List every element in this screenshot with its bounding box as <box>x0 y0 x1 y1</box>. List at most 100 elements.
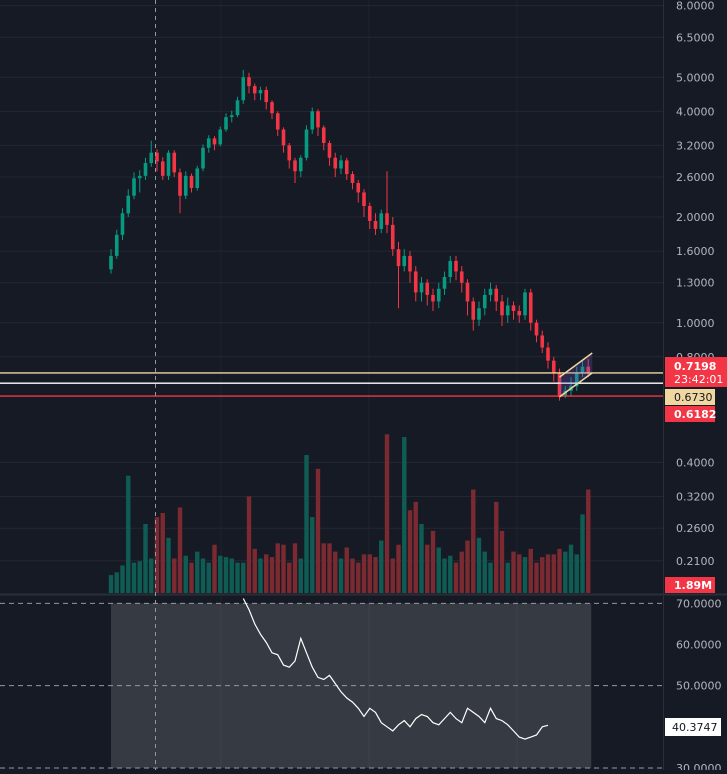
candle-body <box>229 115 234 118</box>
volume-bar <box>143 524 148 593</box>
candle-body <box>413 271 418 293</box>
volume-bar <box>160 512 165 593</box>
candle-body <box>247 77 251 87</box>
volume-bar <box>419 524 424 593</box>
volume-bar <box>154 517 160 593</box>
volume-bar <box>586 489 591 593</box>
volume-bar <box>574 554 579 593</box>
current-price-label: 0.7198 <box>674 360 716 373</box>
volume-bar <box>321 543 326 593</box>
countdown-label: 23:42:01 <box>674 373 723 386</box>
volume-bar <box>471 489 476 593</box>
volume-bar <box>442 558 447 593</box>
volume-bar <box>367 554 372 593</box>
volume-bar <box>114 572 119 593</box>
candle-body <box>109 255 113 270</box>
volume-bar <box>108 575 114 593</box>
candle-body <box>149 152 154 164</box>
volume-bar <box>505 562 510 593</box>
candle-body <box>321 127 326 143</box>
candle-body <box>465 282 470 302</box>
candle-body <box>160 161 165 176</box>
volume-bar <box>482 551 487 593</box>
candle-body <box>505 305 510 316</box>
candle-body <box>316 111 320 128</box>
price-tick-label: 0.3200 <box>676 491 715 504</box>
support-price-badge <box>665 406 715 422</box>
volume-bar <box>499 530 505 593</box>
candle-body <box>494 288 499 302</box>
candle-body <box>126 195 131 214</box>
volume-bar <box>476 537 482 593</box>
volume-bar <box>269 557 275 593</box>
volume-bar <box>258 558 263 593</box>
volume-bar <box>338 558 344 593</box>
price-grid <box>0 5 663 562</box>
candle-body <box>586 366 591 373</box>
candle-body <box>344 160 349 175</box>
price-tick-label: 1.6000 <box>676 245 715 258</box>
candle-body <box>137 175 142 179</box>
rsi-tick-label: 50.0000 <box>676 680 722 693</box>
candle-body <box>339 160 343 169</box>
volume-bar <box>212 544 217 593</box>
candle-body <box>528 292 533 323</box>
rsi-line <box>242 598 549 740</box>
volume-bar <box>568 544 574 593</box>
candle-body <box>408 255 412 272</box>
volume-bar <box>137 561 142 593</box>
volume-bar <box>580 514 585 593</box>
price-tick-label: 1.3000 <box>676 277 715 290</box>
candle-body <box>454 260 458 272</box>
volume-bar <box>344 547 349 593</box>
volume-bar <box>396 544 401 593</box>
volume-bar <box>413 501 418 593</box>
candle-body <box>534 322 539 336</box>
price-tick-label: 4.0000 <box>676 105 715 118</box>
candle-body <box>540 335 545 348</box>
candle-body <box>431 294 435 302</box>
price-tick-label: 0.4000 <box>676 457 715 470</box>
channel-upper-line[interactable] <box>559 352 593 378</box>
volume-bar <box>264 554 269 593</box>
price-tick-label: 2.6000 <box>676 171 715 184</box>
candle-body <box>298 157 303 172</box>
rsi-tick-label: 70.0000 <box>676 597 722 610</box>
volume-bar <box>453 562 459 593</box>
volume-bar <box>407 510 413 593</box>
volume-bar <box>540 557 545 593</box>
rsi-axis[interactable]: 70.0000 60.0000 50.0000 30.0000 <box>676 597 722 774</box>
candle-body <box>310 111 315 130</box>
volume-bar <box>534 562 539 593</box>
channel-lower-line[interactable] <box>559 372 593 398</box>
candle-body <box>546 347 550 361</box>
volume-bar <box>494 501 499 593</box>
candle-body <box>482 294 487 309</box>
volume-bar <box>177 507 183 593</box>
volume-bar <box>310 517 315 593</box>
candle-body <box>218 129 223 145</box>
volume-bar <box>402 437 407 593</box>
volume-bar <box>333 551 338 593</box>
volume-bar <box>430 530 436 593</box>
candle-body <box>178 172 182 196</box>
candle-body <box>517 311 522 316</box>
rsi-tick-label: 60.0000 <box>676 639 722 652</box>
volume-bar <box>315 468 321 593</box>
candle-body <box>293 160 297 172</box>
candle-body <box>580 366 585 373</box>
candle-body <box>241 77 246 101</box>
volume-bar <box>488 562 493 593</box>
volume-bar <box>235 562 240 593</box>
candle-body <box>373 220 378 229</box>
candle-body <box>120 213 125 235</box>
candle-body <box>155 152 159 162</box>
price-axis[interactable]: 8.0000 6.5000 5.0000 4.0000 3.2000 2.6000 2.00… <box>663 0 715 770</box>
candle-body <box>224 117 228 130</box>
channel-drawing[interactable] <box>559 352 593 398</box>
volume-bar <box>298 558 303 593</box>
candle-body <box>500 301 504 316</box>
rsi-tick-label: 30.0000 <box>676 762 722 770</box>
